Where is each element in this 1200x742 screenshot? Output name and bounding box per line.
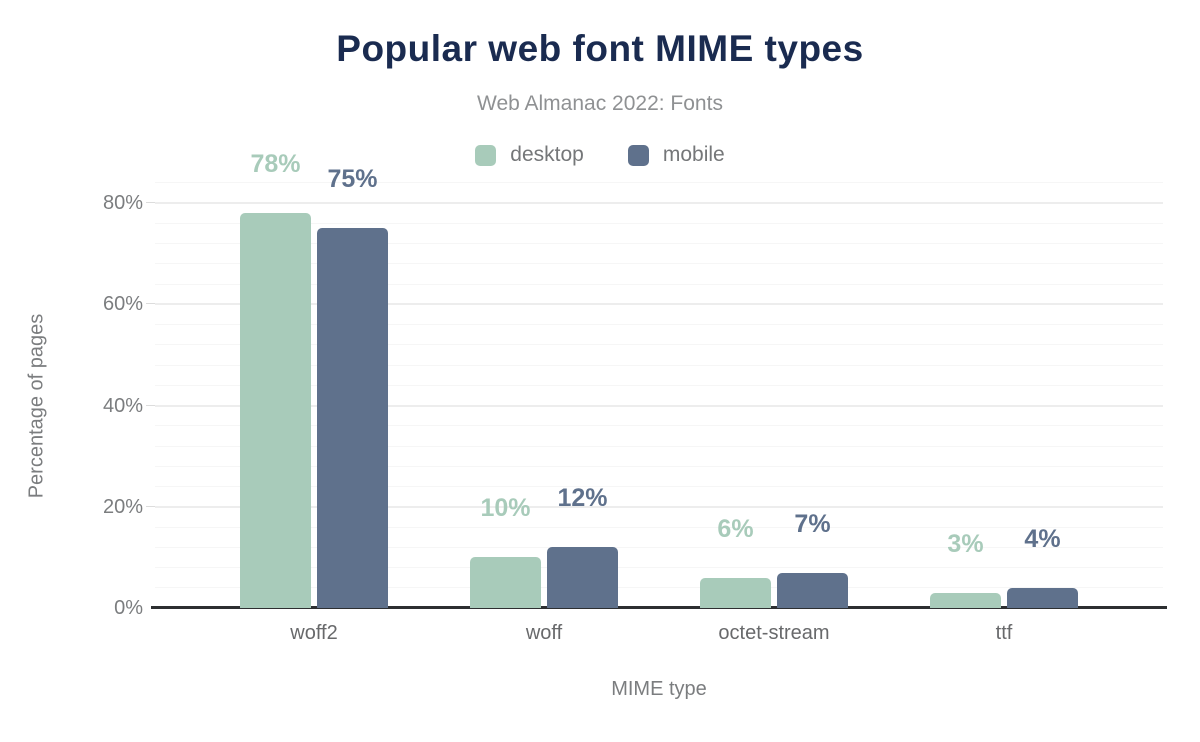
value-label-mobile-ttf: 4% bbox=[1024, 524, 1061, 553]
y-tick-label: 80% bbox=[102, 192, 143, 214]
value-label-mobile-octet-stream: 7% bbox=[794, 509, 831, 538]
minor-gridline bbox=[155, 182, 1163, 184]
minor-gridline bbox=[155, 587, 1163, 589]
minor-gridline bbox=[155, 567, 1163, 568]
value-label-desktop-octet-stream: 6% bbox=[717, 514, 754, 543]
minor-gridline bbox=[155, 344, 1163, 346]
major-gridline bbox=[155, 505, 1163, 508]
minor-gridline bbox=[155, 465, 1163, 467]
legend: desktop mobile bbox=[0, 143, 1200, 167]
plot-area: 0% 20% 40% 60% 80% 78% 75% woff2 10% 12% woff 6% 7% o… bbox=[103, 152, 1167, 700]
y-tick-label: 60% bbox=[102, 293, 143, 316]
minor-gridline bbox=[155, 283, 1163, 285]
legend-item-mobile[interactable]: mobile bbox=[627, 143, 725, 167]
value-label-mobile-woff: 12% bbox=[557, 484, 608, 513]
chart-title: Popular web font MIME types bbox=[336, 28, 864, 69]
legend-item-desktop[interactable]: desktop bbox=[475, 143, 584, 167]
minor-gridline bbox=[155, 263, 1163, 265]
bar-mobile-ttf[interactable] bbox=[1007, 587, 1078, 608]
y-tick-mark bbox=[146, 303, 155, 305]
bar-desktop-woff2[interactable] bbox=[240, 213, 311, 608]
y-tick-mark bbox=[146, 404, 155, 406]
y-tick-label: 20% bbox=[102, 495, 143, 518]
value-label-desktop-woff: 10% bbox=[480, 494, 531, 523]
minor-gridline bbox=[155, 243, 1163, 244]
chart-subtitle: Web Almanac 2022: Fonts bbox=[477, 92, 723, 115]
bar-mobile-octet-stream[interactable] bbox=[777, 572, 848, 608]
x-axis-title: MIME type bbox=[611, 678, 707, 700]
minor-gridline bbox=[155, 364, 1163, 366]
y-axis-title: Percentage of pages bbox=[25, 313, 48, 499]
value-label-mobile-woff2: 75% bbox=[327, 165, 378, 194]
x-category-label-woff2: woff2 bbox=[290, 622, 338, 644]
value-label-desktop-woff2: 78% bbox=[250, 150, 301, 179]
minor-gridline bbox=[155, 526, 1163, 528]
y-tick-label: 0% bbox=[114, 597, 143, 619]
x-category-label-woff: woff bbox=[525, 622, 563, 644]
legend-label-desktop: desktop bbox=[510, 143, 584, 166]
major-gridline bbox=[155, 303, 1163, 306]
minor-gridline bbox=[155, 445, 1163, 447]
minor-gridline bbox=[155, 486, 1163, 487]
major-gridline bbox=[155, 404, 1163, 407]
y-tick-label: 40% bbox=[102, 394, 143, 417]
y-tick-mark bbox=[146, 202, 155, 203]
bar-desktop-ttf[interactable] bbox=[930, 592, 1001, 608]
mobile-swatch-icon bbox=[627, 144, 649, 166]
bar-desktop-woff[interactable] bbox=[470, 557, 541, 608]
desktop-swatch-icon bbox=[475, 144, 497, 166]
minor-gridline bbox=[155, 425, 1163, 427]
bar-mobile-woff[interactable] bbox=[547, 547, 618, 608]
value-label-desktop-ttf: 3% bbox=[947, 529, 984, 558]
bar-desktop-octet-stream[interactable] bbox=[700, 577, 771, 608]
minor-gridline bbox=[155, 384, 1163, 386]
major-gridline bbox=[155, 202, 1163, 204]
x-axis-line bbox=[151, 606, 1167, 609]
bar-mobile-woff2[interactable] bbox=[317, 228, 388, 608]
minor-gridline bbox=[155, 324, 1163, 325]
minor-gridline bbox=[155, 546, 1163, 548]
y-tick-mark bbox=[146, 505, 155, 507]
legend-label-mobile: mobile bbox=[662, 143, 725, 166]
minor-gridline bbox=[155, 222, 1163, 224]
x-category-label-octet-stream: octet-stream bbox=[718, 622, 830, 644]
x-category-label-ttf: ttf bbox=[995, 622, 1013, 644]
